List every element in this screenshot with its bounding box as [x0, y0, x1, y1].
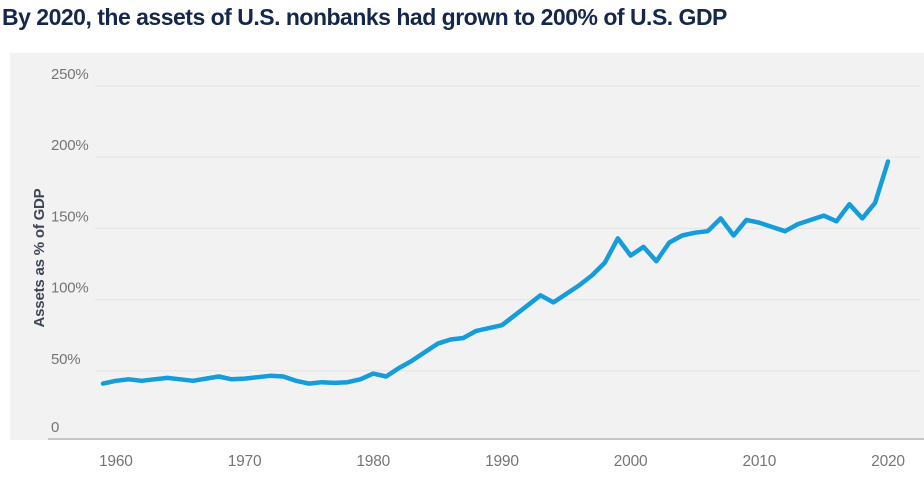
y-tick-label: 50%: [51, 351, 80, 368]
y-tick-label: 200%: [51, 137, 89, 154]
x-tick-labels: 1960 1970 1980 1990 2000 2010 2020: [99, 453, 906, 470]
x-tick-label: 2020: [871, 453, 905, 470]
y-tick-labels: 0 50% 100% 150% 200% 250%: [51, 66, 89, 436]
x-tick-label: 1990: [485, 453, 519, 470]
y-tick-label: 100%: [51, 280, 89, 297]
x-tick-label: 1970: [228, 453, 262, 470]
plot-area: [10, 53, 924, 440]
assets-line: [100, 159, 891, 386]
x-tick-label: 1980: [356, 453, 390, 470]
y-axis-title: Assets as % of GDP: [31, 188, 48, 327]
page-title: By 2020, the assets of U.S. nonbanks had…: [2, 4, 727, 30]
y-tick-label: 0: [51, 419, 59, 436]
x-tick-label: 1960: [99, 453, 133, 470]
x-tick-label: 2000: [614, 453, 648, 470]
y-tick-label: 250%: [51, 66, 89, 83]
x-tick-label: 2010: [742, 453, 776, 470]
assets-gdp-line-chart: 0 50% 100% 150% 200% 250% 1960 1970 1980 1990 200…: [10, 53, 924, 470]
y-tick-label: 150%: [51, 208, 89, 225]
